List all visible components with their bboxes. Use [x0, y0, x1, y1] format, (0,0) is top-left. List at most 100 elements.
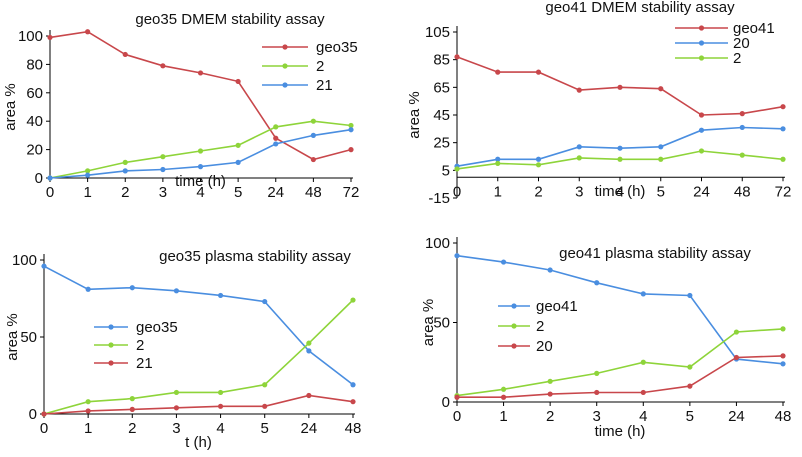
series-line	[43, 265, 354, 386]
data-point	[687, 292, 693, 299]
data-point	[129, 285, 135, 291]
legend-marker	[511, 343, 517, 349]
data-point	[495, 69, 501, 75]
legend-marker	[282, 82, 288, 88]
legend-label: geo41	[536, 298, 578, 315]
y-tick-label: 60	[26, 85, 43, 102]
data-point	[273, 141, 279, 147]
x-tick-label: 1	[83, 184, 91, 201]
data-point	[129, 406, 135, 412]
y-tick-label: 80	[26, 56, 43, 73]
x-tick-label: 5	[686, 408, 694, 425]
data-point	[495, 156, 501, 162]
data-point	[350, 382, 356, 388]
series-20	[454, 124, 786, 169]
data-point	[576, 87, 582, 93]
legend-marker	[108, 324, 114, 330]
chart-1: 0 20 40 60 80 100 0 1 2 3 4 5 24 48 72 time (h) area % ge…	[2, 11, 359, 201]
data-point	[780, 104, 786, 110]
chart-title: geo41 DMEM stability assay	[545, 0, 735, 16]
data-point	[739, 152, 745, 158]
x-tick-label: 2	[546, 408, 554, 425]
y-tick-label: 50	[20, 329, 37, 346]
data-point	[235, 142, 241, 148]
data-point	[454, 253, 460, 259]
data-point	[640, 389, 646, 396]
y-axis-title: area %	[2, 83, 19, 131]
data-point	[348, 122, 354, 129]
y-tick-label: 0	[442, 394, 450, 411]
data-point	[85, 168, 91, 174]
series-line	[457, 355, 784, 399]
data-point	[217, 403, 224, 409]
data-point	[197, 148, 204, 154]
legend: geo35 2 21	[262, 39, 358, 94]
y-tick-label: 0	[29, 406, 37, 423]
x-tick-label: 2	[128, 420, 136, 437]
data-point	[197, 164, 204, 170]
x-tick-label: 24	[301, 420, 318, 437]
x-tick-label: 4	[639, 408, 647, 425]
data-point	[273, 135, 279, 141]
chart-title: geo41 plasma stability assay	[559, 245, 751, 262]
data-point	[310, 118, 316, 124]
legend-label: 20	[733, 35, 750, 52]
x-tick-label: 4	[216, 420, 224, 437]
x-tick-label: 24	[693, 183, 710, 200]
legend: geo41 2 20	[498, 298, 578, 355]
x-tick-label: 2	[534, 183, 542, 200]
data-point	[576, 155, 582, 161]
series-line	[456, 328, 784, 397]
x-tick-label: 4	[616, 183, 624, 200]
x-tick-label: 48	[775, 408, 792, 425]
data-point	[129, 396, 135, 402]
data-point	[658, 156, 664, 162]
legend-marker	[698, 40, 705, 46]
data-point	[160, 154, 166, 160]
data-point	[594, 389, 600, 396]
y-tick-label: 5	[442, 162, 450, 179]
series-21	[41, 392, 356, 417]
data-point	[306, 340, 312, 346]
data-point	[454, 166, 460, 172]
x-tick-label: 3	[593, 408, 601, 425]
x-tick-label: 5	[657, 183, 665, 200]
series-line	[49, 128, 352, 179]
series-2	[41, 297, 356, 417]
data-point	[698, 127, 705, 133]
data-point	[262, 298, 268, 305]
data-point	[739, 124, 745, 131]
series-geo35	[47, 29, 354, 163]
data-point	[122, 51, 128, 58]
x-tick-label: 3	[172, 420, 180, 437]
y-tick-label: 50	[433, 315, 450, 332]
data-point	[173, 405, 180, 411]
data-point	[122, 159, 128, 165]
x-tick-label: 3	[159, 184, 167, 201]
data-point	[733, 329, 740, 335]
data-point	[85, 286, 91, 292]
x-tick-label: 4	[196, 184, 204, 201]
y-tick-label: 45	[433, 107, 450, 124]
data-point	[454, 54, 460, 60]
data-point	[235, 78, 241, 85]
data-point	[173, 288, 180, 294]
data-point	[160, 166, 166, 173]
data-point	[780, 353, 786, 359]
x-tick-label: 0	[453, 183, 461, 200]
x-tick-label: 48	[305, 184, 322, 201]
x-tick-label: 5	[234, 184, 242, 201]
x-tick-label: 24	[728, 408, 745, 425]
legend-marker	[511, 323, 517, 329]
legend-label: 20	[536, 338, 553, 355]
data-point	[535, 162, 542, 168]
data-point	[348, 147, 354, 153]
y-tick-label: 85	[433, 52, 450, 69]
y-tick-label: 20	[26, 142, 43, 159]
data-point	[41, 411, 47, 417]
y-tick-label: 0	[35, 170, 43, 187]
series-2	[454, 148, 786, 172]
data-point	[547, 391, 553, 397]
data-point	[739, 111, 745, 117]
